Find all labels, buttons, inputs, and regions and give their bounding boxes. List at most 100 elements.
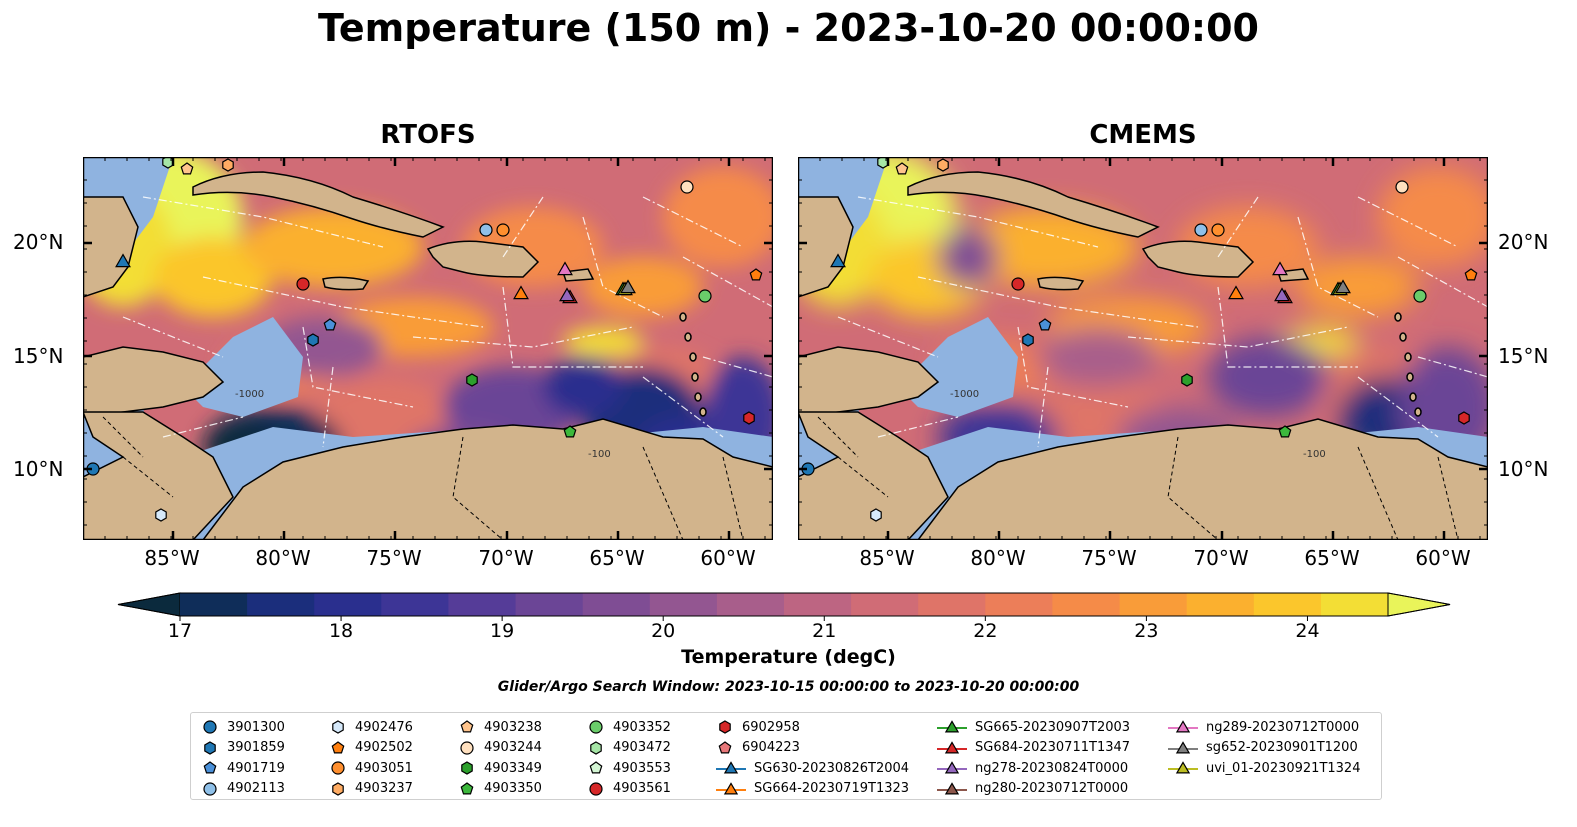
legend-item-label: 6902958 xyxy=(742,719,800,735)
legend-item-label: ng289-20230712T0000 xyxy=(1206,719,1360,735)
observation-markers xyxy=(801,157,1478,522)
argo-float-marker xyxy=(680,180,694,194)
legend-item-label: 4903350 xyxy=(484,781,542,797)
glider-track-icon xyxy=(1168,740,1198,754)
colorbar-segment xyxy=(851,593,919,616)
legend-item: ng278-20230824T0000 xyxy=(937,758,1130,779)
argo-float-marker xyxy=(1011,277,1025,291)
lon-label-80w-cmems: 80°W xyxy=(970,546,1026,570)
legend-item-label: ng280-20230712T0000 xyxy=(975,781,1129,797)
glider-marker xyxy=(513,285,529,300)
argo-float-marker xyxy=(496,223,510,237)
argo-float-marker xyxy=(162,157,174,169)
lon-label-60w-rtofs: 60°W xyxy=(700,546,756,570)
argo-float-marker xyxy=(1194,223,1208,237)
colorbar-tick-label: 21 xyxy=(812,620,837,642)
glider-track-icon xyxy=(1168,761,1198,774)
legend-item-label: SG684-20230711T1347 xyxy=(975,740,1131,756)
glider-track-icon xyxy=(937,781,967,795)
argo-float-marker xyxy=(743,411,755,425)
legend-item: 4903349 xyxy=(458,758,542,779)
lon-label-60w-cmems: 60°W xyxy=(1415,546,1471,570)
colorbar-segment xyxy=(180,593,248,616)
argo-float-icon xyxy=(332,720,344,734)
legend-item-label: 4903553 xyxy=(613,760,671,776)
lon-label-70w-cmems: 70°W xyxy=(1193,546,1249,570)
legend-item-label: uvi_01-20230921T1324 xyxy=(1206,760,1361,776)
colorbar-tick-label: 18 xyxy=(328,620,354,642)
colorbar-segment xyxy=(381,593,449,616)
legend-column: ng289-20230712T0000 sg652-20230901T1200 uv… xyxy=(1168,717,1360,779)
colorbar-segment xyxy=(1119,593,1188,616)
colorbar-extend-min xyxy=(117,592,181,617)
legend-item-label: 4901719 xyxy=(227,760,285,776)
glider-marker xyxy=(1274,287,1290,302)
legend-item-label: 4903349 xyxy=(484,760,542,776)
argo-float-icon xyxy=(204,741,216,755)
legend-item-label: SG630-20230826T2004 xyxy=(754,760,910,776)
legend-column: 4902476 4902502 4903051 4903237 xyxy=(329,717,413,799)
colorbar-tick-label: 23 xyxy=(1134,620,1159,642)
argo-float-marker xyxy=(1413,289,1427,303)
glider-track-icon xyxy=(716,781,746,795)
legend-item: SG684-20230711T1347 xyxy=(937,738,1130,759)
argo-float-marker xyxy=(1278,425,1292,438)
legend-item-label: 3901859 xyxy=(227,740,285,756)
colorbar-segment xyxy=(1320,593,1389,616)
legend-item: 4903350 xyxy=(458,779,542,800)
lon-label-85w-rtofs: 85°W xyxy=(144,546,200,570)
glider-marker xyxy=(557,261,573,276)
colorbar-segment xyxy=(1253,593,1322,616)
argo-float-marker xyxy=(870,508,882,522)
argo-float-marker xyxy=(1211,223,1225,237)
colorbar-segment xyxy=(918,593,986,616)
lat-label-20n-left: 20°N xyxy=(13,230,64,254)
legend-item: 4902113 xyxy=(201,779,285,800)
argo-float-icon xyxy=(589,782,603,796)
colorbar-segment xyxy=(314,593,382,616)
lat-label-20n-right: 20°N xyxy=(1498,230,1549,254)
legend-item: 6904223 xyxy=(716,738,909,759)
lon-label-70w-rtofs: 70°W xyxy=(478,546,534,570)
lat-label-15n-left: 15°N xyxy=(13,344,64,368)
argo-float-marker xyxy=(466,373,478,387)
argo-float-marker xyxy=(180,162,194,175)
argo-float-icon xyxy=(590,741,602,755)
argo-float-marker xyxy=(563,425,577,438)
search-window-caption: Glider/Argo Search Window: 2023-10-15 00… xyxy=(497,679,1080,695)
glider-track-icon xyxy=(1168,720,1198,733)
legend-item: 4903352 xyxy=(587,717,671,738)
legend-item-label: 4903237 xyxy=(355,781,413,797)
legend-column: 3901300 3901859 4901719 4902113 xyxy=(201,717,285,799)
glider-marker xyxy=(620,279,636,294)
argo-float-marker xyxy=(1395,180,1409,194)
colorbar-tick-label: 22 xyxy=(973,620,998,642)
colorbar-segment xyxy=(582,593,651,616)
legend-item: 3901300 xyxy=(201,717,285,738)
colorbar-tick-label: 17 xyxy=(167,620,193,642)
lon-label-65w-rtofs: 65°W xyxy=(589,546,645,570)
legend-item: SG664-20230719T1323 xyxy=(716,779,909,800)
argo-float-marker xyxy=(155,508,167,522)
argo-float-icon xyxy=(589,720,603,734)
legend-item: 4902502 xyxy=(329,738,413,759)
glider-track-icon xyxy=(716,761,746,774)
glider-marker xyxy=(559,287,575,302)
legend-item: 4901719 xyxy=(201,758,285,779)
legend-item-label: 4903244 xyxy=(484,740,542,756)
argo-float-marker xyxy=(877,157,889,169)
argo-float-marker xyxy=(937,158,949,172)
lat-label-15n-right: 15°N xyxy=(1498,344,1549,368)
legend-item-label: 4902476 xyxy=(355,719,413,735)
colorbar-segment xyxy=(448,593,517,616)
argo-float-marker xyxy=(698,289,712,303)
argo-float-marker xyxy=(307,333,319,347)
legend-item: 6902958 xyxy=(716,717,909,738)
lon-label-75w-cmems: 75°W xyxy=(1081,546,1137,570)
argo-float-icon xyxy=(460,782,474,795)
glider-marker xyxy=(1272,261,1288,276)
legend-item: 4903553 xyxy=(587,758,671,779)
legend-item: ng280-20230712T0000 xyxy=(937,779,1130,800)
colorbar-extend-max xyxy=(1387,592,1451,617)
legend-item-label: SG664-20230719T1323 xyxy=(754,781,910,797)
